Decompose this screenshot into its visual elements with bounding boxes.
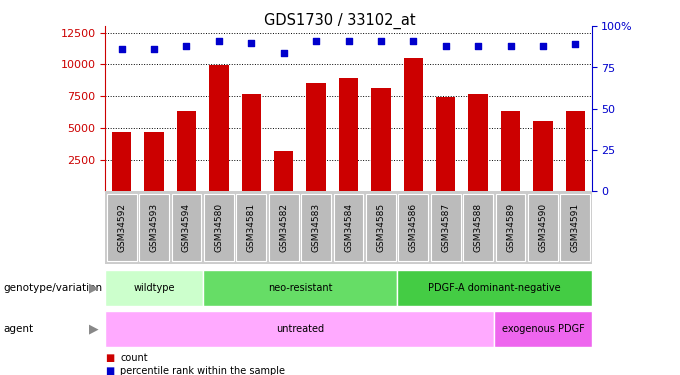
Point	[343, 38, 354, 44]
Bar	[177, 111, 196, 191]
Text: GSM34589: GSM34589	[506, 203, 515, 252]
Point	[441, 43, 452, 49]
Text: count: count	[120, 353, 148, 363]
Text: GSM34590: GSM34590	[539, 203, 547, 252]
Text: PDGF-A dominant-negative: PDGF-A dominant-negative	[428, 283, 561, 293]
Text: GSM34591: GSM34591	[571, 203, 580, 252]
Text: ■: ■	[105, 366, 115, 375]
FancyBboxPatch shape	[560, 194, 590, 261]
Bar	[436, 98, 456, 191]
FancyBboxPatch shape	[139, 194, 169, 261]
Text: wildtype: wildtype	[133, 283, 175, 293]
Bar	[533, 122, 553, 191]
Text: GSM34586: GSM34586	[409, 203, 418, 252]
Bar	[105, 270, 203, 306]
Point	[570, 41, 581, 47]
Point	[214, 38, 224, 44]
FancyBboxPatch shape	[301, 194, 331, 261]
Point	[278, 50, 289, 55]
Point	[473, 43, 483, 49]
Point	[181, 43, 192, 49]
FancyBboxPatch shape	[171, 194, 201, 261]
Text: GSM34580: GSM34580	[214, 203, 223, 252]
Point	[116, 46, 127, 53]
Point	[537, 43, 548, 49]
Text: genotype/variation: genotype/variation	[3, 283, 103, 293]
Point	[408, 38, 419, 44]
Point	[246, 40, 257, 46]
FancyBboxPatch shape	[269, 194, 299, 261]
Text: ■: ■	[105, 353, 115, 363]
Point	[505, 43, 516, 49]
Text: GSM34588: GSM34588	[474, 203, 483, 252]
Bar	[339, 78, 358, 191]
Bar	[274, 151, 293, 191]
Bar	[112, 132, 131, 191]
Bar	[397, 270, 592, 306]
FancyBboxPatch shape	[204, 194, 234, 261]
FancyBboxPatch shape	[107, 194, 137, 261]
Bar	[494, 311, 592, 347]
Text: GSM34582: GSM34582	[279, 203, 288, 252]
Bar	[501, 111, 520, 191]
Bar	[241, 93, 261, 191]
Bar	[209, 65, 228, 191]
Bar	[203, 270, 397, 306]
FancyBboxPatch shape	[496, 194, 526, 261]
Bar	[144, 132, 164, 191]
Text: GSM34584: GSM34584	[344, 203, 353, 252]
Bar	[307, 83, 326, 191]
Text: GSM34581: GSM34581	[247, 203, 256, 252]
Text: GSM34594: GSM34594	[182, 203, 191, 252]
FancyBboxPatch shape	[366, 194, 396, 261]
Bar	[404, 58, 423, 191]
Bar	[371, 88, 390, 191]
Text: GSM34587: GSM34587	[441, 203, 450, 252]
Text: GDS1730 / 33102_at: GDS1730 / 33102_at	[265, 13, 415, 29]
FancyBboxPatch shape	[334, 194, 363, 261]
Text: exogenous PDGF: exogenous PDGF	[502, 324, 584, 334]
Text: ▶: ▶	[89, 322, 99, 336]
Point	[148, 46, 159, 53]
Text: ▶: ▶	[89, 281, 99, 294]
Bar	[469, 93, 488, 191]
FancyBboxPatch shape	[398, 194, 428, 261]
Text: untreated: untreated	[276, 324, 324, 334]
FancyBboxPatch shape	[528, 194, 558, 261]
Point	[311, 38, 322, 44]
FancyBboxPatch shape	[237, 194, 266, 261]
FancyBboxPatch shape	[463, 194, 493, 261]
Text: GSM34583: GSM34583	[311, 203, 320, 252]
FancyBboxPatch shape	[431, 194, 460, 261]
Bar	[105, 311, 494, 347]
Text: GSM34593: GSM34593	[150, 203, 158, 252]
Text: neo-resistant: neo-resistant	[268, 283, 332, 293]
Text: percentile rank within the sample: percentile rank within the sample	[120, 366, 286, 375]
Point	[375, 38, 386, 44]
Text: GSM34585: GSM34585	[377, 203, 386, 252]
Text: agent: agent	[3, 324, 33, 334]
Text: GSM34592: GSM34592	[117, 203, 126, 252]
Bar	[566, 111, 585, 191]
